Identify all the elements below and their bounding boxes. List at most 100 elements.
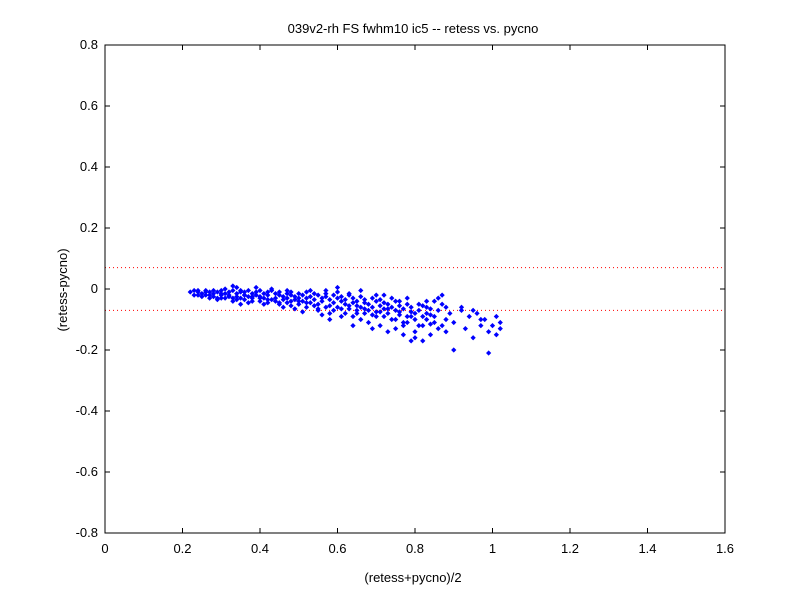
data-point <box>400 322 406 329</box>
data-point <box>241 297 248 303</box>
x-tick-label: 0.2 <box>173 541 191 556</box>
data-point <box>238 301 244 307</box>
data-point <box>296 298 302 304</box>
data-point <box>311 303 317 309</box>
data-point <box>288 289 294 295</box>
y-tick-label: -0.2 <box>76 342 98 357</box>
data-point <box>420 303 426 309</box>
data-point <box>214 297 220 303</box>
data-point <box>303 289 310 295</box>
data-point <box>346 303 352 309</box>
x-tick-label: 0.6 <box>328 541 346 556</box>
data-point <box>218 295 224 301</box>
data-point <box>385 310 391 317</box>
data-point <box>365 319 372 326</box>
data-point <box>307 287 313 294</box>
data-point <box>214 289 220 295</box>
data-point <box>253 292 259 298</box>
data-point <box>300 309 306 315</box>
data-point <box>404 301 410 307</box>
data-point <box>354 303 360 309</box>
data-point <box>238 295 244 301</box>
y-tick-label: -0.4 <box>76 403 98 418</box>
data-point <box>288 298 294 304</box>
data-point <box>474 310 480 317</box>
plot-area <box>105 45 725 533</box>
data-point <box>396 303 403 309</box>
data-point <box>350 295 356 301</box>
data-point <box>396 309 403 315</box>
data-point <box>412 329 418 335</box>
data-point <box>303 300 310 306</box>
data-point <box>350 322 356 329</box>
data-point <box>311 297 317 303</box>
data-point <box>381 313 387 320</box>
data-point <box>292 306 298 312</box>
data-point <box>238 287 244 294</box>
data-point <box>451 347 457 353</box>
y-tick-label: -0.6 <box>76 464 98 479</box>
data-point <box>303 295 310 301</box>
data-point <box>424 298 430 304</box>
data-point <box>447 310 453 317</box>
data-point <box>362 297 368 303</box>
data-point <box>342 301 348 307</box>
data-point <box>385 306 391 312</box>
data-point <box>342 310 348 317</box>
data-point <box>323 304 329 310</box>
data-point <box>466 313 472 320</box>
data-point <box>385 301 391 307</box>
data-point <box>424 310 430 317</box>
data-point <box>373 298 379 304</box>
data-point <box>497 319 503 326</box>
data-point <box>323 287 329 294</box>
data-point <box>327 303 333 309</box>
data-point <box>261 290 267 297</box>
data-point <box>404 295 410 301</box>
data-point <box>338 294 344 300</box>
data-point <box>261 301 267 307</box>
data-point <box>331 300 337 306</box>
data-point <box>470 335 476 341</box>
data-point <box>431 319 437 326</box>
data-point <box>269 297 275 303</box>
data-point <box>300 298 306 304</box>
y-axis-label: (retess-pycno) <box>55 248 70 331</box>
data-point <box>369 326 375 332</box>
y-tick-label: 0.6 <box>80 98 98 113</box>
data-point <box>222 286 228 292</box>
data-point <box>346 290 352 297</box>
data-point <box>420 313 426 320</box>
data-point <box>358 294 364 300</box>
data-point <box>362 310 368 317</box>
data-point <box>404 319 410 326</box>
data-point <box>354 298 360 304</box>
data-point <box>334 295 341 301</box>
x-axis-label: (retess+pycno)/2 <box>364 570 461 585</box>
data-point <box>381 292 387 298</box>
data-point <box>338 306 344 312</box>
data-point <box>424 316 430 323</box>
data-point <box>315 301 321 307</box>
data-point <box>431 313 437 320</box>
data-point <box>439 322 445 329</box>
y-tick-label: 0 <box>91 281 98 296</box>
data-point <box>265 292 271 298</box>
data-point <box>362 306 368 312</box>
data-point <box>400 332 406 338</box>
data-point <box>424 304 430 310</box>
x-tick-label: 0.4 <box>251 541 269 556</box>
data-point <box>412 335 418 341</box>
data-point <box>427 306 434 312</box>
data-point <box>207 295 213 301</box>
data-point <box>222 295 228 301</box>
data-point <box>408 313 414 320</box>
data-point <box>257 295 263 301</box>
y-tick-label: -0.8 <box>76 525 98 540</box>
data-point <box>478 322 484 329</box>
data-point <box>373 313 379 320</box>
data-point <box>249 298 255 304</box>
data-point <box>385 329 391 335</box>
